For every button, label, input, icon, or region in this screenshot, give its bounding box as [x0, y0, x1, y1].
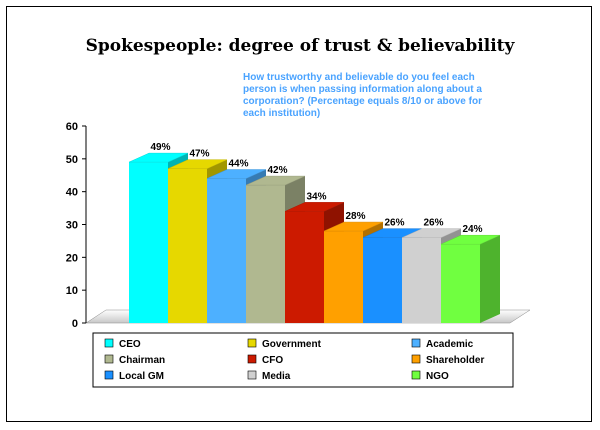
data-label: 26% [423, 218, 443, 229]
legend-label: CFO [262, 355, 283, 366]
legend-item: Chairman [104, 354, 165, 366]
bar-front [207, 178, 246, 323]
legend-label: Media [262, 371, 291, 382]
data-label: 26% [384, 218, 404, 229]
data-label: 44% [228, 159, 248, 170]
legend: CEO Government Academic Chairman CFO Sharehol… [104, 338, 484, 382]
y-tick-label: 20 [66, 252, 78, 264]
legend-swatch [411, 338, 421, 348]
subtitle-line-3: corporation? (Percentage equals 8/10 or … [243, 96, 482, 107]
chart-title: Spokespeople: degree of trust & believab… [86, 36, 516, 56]
legend-item: CFO [247, 354, 283, 366]
bar-front [363, 237, 402, 323]
y-tick-label: 10 [66, 285, 78, 297]
legend-item: CEO [104, 338, 141, 350]
subtitle-line-1: How trustworthy and believable do you fe… [243, 72, 475, 83]
bar-front [441, 244, 480, 323]
data-label: 28% [345, 211, 365, 222]
legend-swatch [411, 354, 421, 364]
chart-subtitle: How trustworthy and believable do you fe… [243, 72, 482, 119]
bar-series [128, 152, 501, 323]
bar-ngo [440, 234, 501, 323]
legend-item: Shareholder [411, 354, 484, 366]
bar-front [129, 162, 168, 323]
subtitle-line-2: person is when passing information along… [243, 84, 482, 95]
bar-top [323, 221, 384, 232]
bar-top [401, 228, 462, 238]
legend-swatch [411, 370, 421, 380]
legend-swatch [247, 370, 257, 380]
bar-top [128, 152, 189, 163]
y-tick-label: 0 [72, 318, 78, 330]
subtitle-line-4: each institution) [243, 108, 320, 119]
legend-label: Local GM [119, 371, 164, 382]
bar-top [245, 175, 306, 186]
legend-item: Government [247, 338, 322, 350]
y-axis-ticks: 0 10 20 30 40 50 60 [66, 121, 86, 330]
bar-front [168, 168, 207, 323]
legend-item: NGO [411, 370, 449, 382]
legend-label: NGO [426, 371, 449, 382]
bar-side [480, 235, 500, 323]
legend-label: CEO [119, 339, 141, 350]
data-labels: 49% 47% 44% 42% 34% 28% 26% 26% 24% [150, 142, 482, 235]
data-label: 42% [267, 165, 287, 176]
legend-item: Academic [411, 338, 474, 350]
legend-label: Government [262, 339, 322, 350]
legend-box [92, 332, 514, 388]
legend-swatch [104, 338, 114, 348]
bar-front [285, 211, 324, 323]
legend-swatch [104, 370, 114, 380]
y-tick-label: 30 [66, 220, 78, 232]
bar-front [246, 185, 285, 323]
legend-item: Local GM [104, 370, 164, 382]
y-tick-label: 50 [66, 154, 78, 166]
data-label: 24% [462, 224, 482, 235]
data-label: 34% [306, 191, 326, 202]
legend-label: Shareholder [426, 355, 484, 366]
bar-top [440, 234, 501, 245]
y-tick-label: 40 [66, 187, 78, 199]
data-label: 47% [189, 149, 209, 160]
legend-item: Media [247, 370, 291, 382]
legend-swatch [247, 354, 257, 364]
bar-front [324, 231, 363, 323]
bar-front [402, 237, 441, 323]
legend-label: Chairman [119, 355, 165, 366]
bar-top [284, 202, 345, 212]
y-tick-label: 60 [66, 121, 78, 133]
legend-label: Academic [426, 339, 474, 350]
legend-swatch [104, 354, 114, 364]
data-label: 49% [150, 142, 170, 153]
legend-swatch [247, 338, 257, 348]
bar-top [167, 159, 228, 169]
bar-top [206, 169, 267, 179]
